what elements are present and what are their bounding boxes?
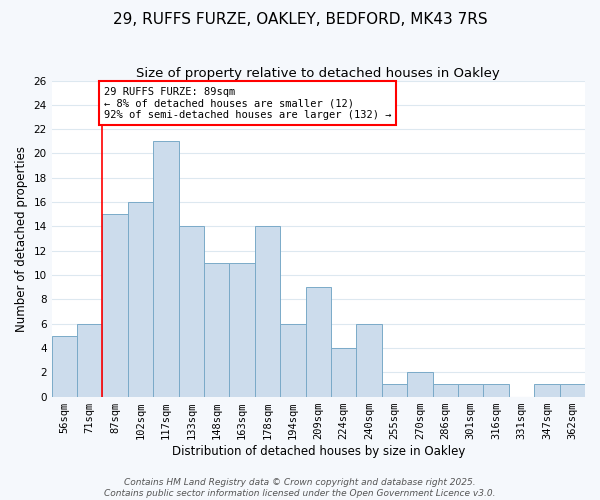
Bar <box>433 384 458 396</box>
Bar <box>280 324 305 396</box>
Bar <box>128 202 153 396</box>
Bar <box>229 263 255 396</box>
Bar <box>534 384 560 396</box>
Bar <box>484 384 509 396</box>
Bar <box>179 226 204 396</box>
Text: Contains HM Land Registry data © Crown copyright and database right 2025.
Contai: Contains HM Land Registry data © Crown c… <box>104 478 496 498</box>
Text: 29 RUFFS FURZE: 89sqm
← 8% of detached houses are smaller (12)
92% of semi-detac: 29 RUFFS FURZE: 89sqm ← 8% of detached h… <box>104 86 391 120</box>
Bar <box>305 287 331 397</box>
Bar <box>407 372 433 396</box>
Text: 29, RUFFS FURZE, OAKLEY, BEDFORD, MK43 7RS: 29, RUFFS FURZE, OAKLEY, BEDFORD, MK43 7… <box>113 12 487 28</box>
X-axis label: Distribution of detached houses by size in Oakley: Distribution of detached houses by size … <box>172 444 465 458</box>
Bar <box>77 324 103 396</box>
Bar <box>458 384 484 396</box>
Bar <box>356 324 382 396</box>
Bar <box>382 384 407 396</box>
Bar <box>103 214 128 396</box>
Y-axis label: Number of detached properties: Number of detached properties <box>15 146 28 332</box>
Bar <box>52 336 77 396</box>
Title: Size of property relative to detached houses in Oakley: Size of property relative to detached ho… <box>136 68 500 80</box>
Bar <box>255 226 280 396</box>
Bar <box>153 142 179 396</box>
Bar <box>204 263 229 396</box>
Bar <box>331 348 356 397</box>
Bar <box>560 384 585 396</box>
